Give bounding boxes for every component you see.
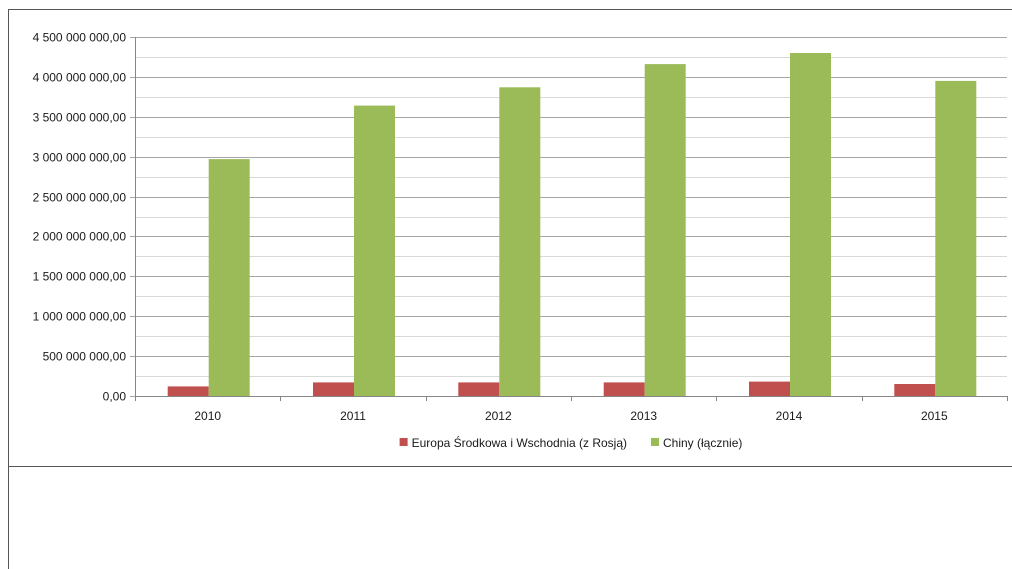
bars [167,53,977,397]
frame-divider [8,466,1012,467]
legend-swatch [399,438,408,446]
x-tick-label: 2012 [485,409,512,423]
y-tick-label: 1 000 000 000,00 [33,310,127,324]
bar-china-2011 [354,105,395,396]
legend-label: Europa Środkowa i Wschodnia (z Rosją) [412,435,627,450]
x-tick-label: 2013 [630,409,657,423]
legend: Europa Środkowa i Wschodnia (z Rosją) Chi… [399,435,742,450]
x-axis: 2010 2011 2012 2013 2014 2015 [135,396,1008,423]
bar-china-2012 [499,87,541,397]
bar-europe-2012 [458,382,500,396]
y-axis: 0,00 500 000 000,00 1 000 000 000,00 1 500 … [33,31,136,404]
frame-top-border [8,9,1012,10]
y-tick-label: 3 000 000 000,00 [33,151,127,165]
bar-china-2013 [644,64,686,396]
y-tick-label: 1 500 000 000,00 [33,270,127,284]
y-tick-label: 500 000 000,00 [43,350,127,364]
bar-china-2010 [208,159,250,396]
x-tick-label: 2010 [194,409,221,423]
x-tick-label: 2011 [340,409,366,423]
gridlines [130,37,1007,397]
y-tick-label: 4 000 000 000,00 [33,71,127,85]
legend-label: Chiny (łącznie) [663,436,742,450]
bar-europe-2011 [313,382,354,396]
bar-china-2015 [935,80,977,397]
y-tick-label: 0,00 [103,390,127,404]
bar-europe-2010 [167,386,209,396]
x-tick-label: 2014 [776,409,803,423]
bar-europe-2015 [894,384,936,396]
frame-left-border [8,9,9,569]
bar-europe-2014 [749,381,790,396]
y-tick-label: 3 500 000 000,00 [33,111,127,125]
y-tick-label: 4 500 000 000,00 [33,31,127,45]
legend-swatch [651,438,659,446]
y-tick-label: 2 500 000 000,00 [33,191,127,205]
bar-china-2014 [790,53,831,396]
legend-item-europe: Europa Środkowa i Wschodnia (z Rosją) [399,435,627,450]
x-tick-label: 2015 [921,409,948,423]
legend-item-china: Chiny (łącznie) [651,436,742,450]
y-tick-label: 2 000 000 000,00 [33,230,127,244]
bar-europe-2013 [603,382,645,396]
